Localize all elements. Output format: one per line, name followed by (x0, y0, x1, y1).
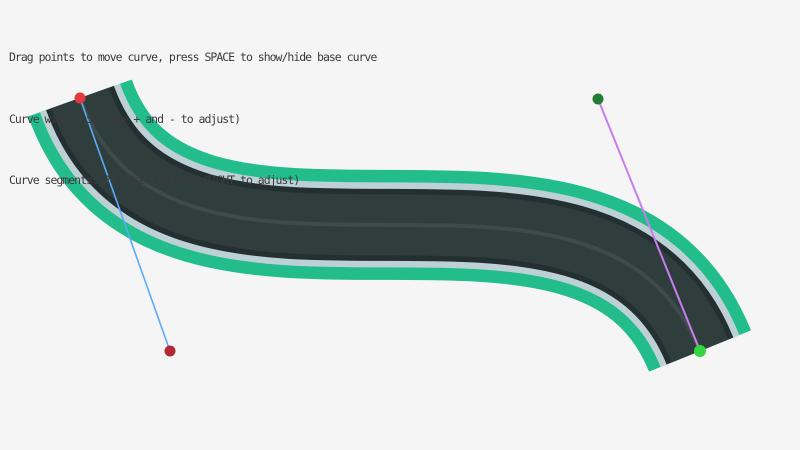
road-layer-center-line (78, 97, 702, 352)
instructions-line-width: Curve width: 50 (Use + and - to adjust) (9, 111, 241, 126)
end-anchor-point[interactable] (694, 345, 706, 357)
start-control-arm-line (79, 97, 171, 352)
start-anchor-point[interactable] (74, 92, 86, 104)
instructions-panel: Drag points to move curve, press SPACE t… (9, 6, 377, 232)
end-control-arm-line (597, 98, 701, 352)
control2-point[interactable] (592, 93, 604, 105)
instructions-line-drag: Drag points to move curve, press SPACE t… (9, 50, 377, 64)
control1-point[interactable] (164, 345, 176, 357)
instructions-line-segments: Curve segments: 24 (Use LEFT and RIGHT t… (9, 173, 300, 187)
